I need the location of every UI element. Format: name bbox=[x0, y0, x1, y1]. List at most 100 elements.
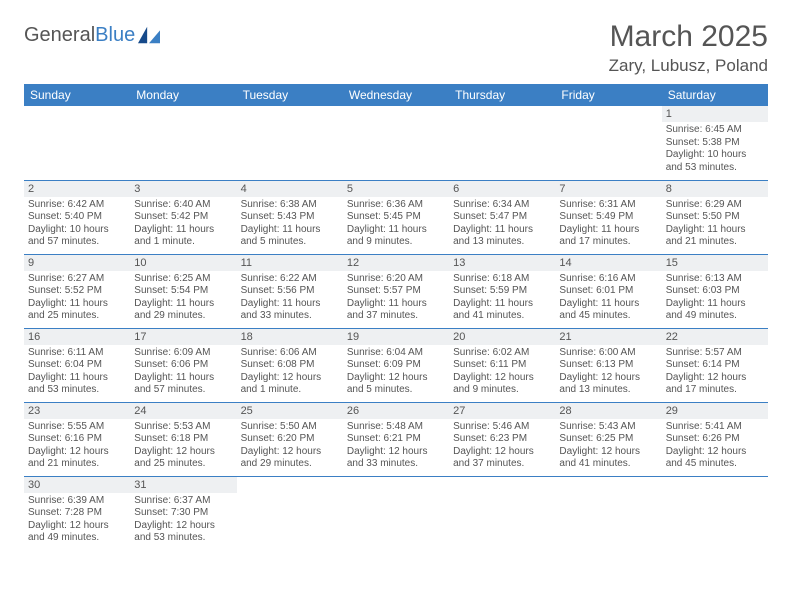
day-details: Sunrise: 6:40 AMSunset: 5:42 PMDaylight:… bbox=[130, 197, 236, 253]
day-number: 17 bbox=[130, 329, 236, 345]
day-details: Sunrise: 6:38 AMSunset: 5:43 PMDaylight:… bbox=[237, 197, 343, 253]
calendar-table: SundayMondayTuesdayWednesdayThursdayFrid… bbox=[24, 84, 768, 550]
calendar-cell bbox=[343, 106, 449, 180]
calendar-cell: 13Sunrise: 6:18 AMSunset: 5:59 PMDayligh… bbox=[449, 254, 555, 328]
day-details: Sunrise: 6:22 AMSunset: 5:56 PMDaylight:… bbox=[237, 271, 343, 327]
day-number: 7 bbox=[555, 181, 661, 197]
calendar-cell: 28Sunrise: 5:43 AMSunset: 6:25 PMDayligh… bbox=[555, 402, 661, 476]
day-details: Sunrise: 5:55 AMSunset: 6:16 PMDaylight:… bbox=[24, 419, 130, 475]
calendar-week: 2Sunrise: 6:42 AMSunset: 5:40 PMDaylight… bbox=[24, 180, 768, 254]
day-details: Sunrise: 6:06 AMSunset: 6:08 PMDaylight:… bbox=[237, 345, 343, 401]
day-number bbox=[24, 106, 130, 122]
day-number: 12 bbox=[343, 255, 449, 271]
day-details: Sunrise: 6:31 AMSunset: 5:49 PMDaylight:… bbox=[555, 197, 661, 253]
day-details: Sunrise: 6:42 AMSunset: 5:40 PMDaylight:… bbox=[24, 197, 130, 253]
calendar-cell bbox=[130, 106, 236, 180]
calendar-cell: 7Sunrise: 6:31 AMSunset: 5:49 PMDaylight… bbox=[555, 180, 661, 254]
calendar-cell: 20Sunrise: 6:02 AMSunset: 6:11 PMDayligh… bbox=[449, 328, 555, 402]
day-number: 25 bbox=[237, 403, 343, 419]
calendar-cell bbox=[555, 106, 661, 180]
calendar-cell: 5Sunrise: 6:36 AMSunset: 5:45 PMDaylight… bbox=[343, 180, 449, 254]
calendar-cell: 14Sunrise: 6:16 AMSunset: 6:01 PMDayligh… bbox=[555, 254, 661, 328]
calendar-cell bbox=[662, 476, 768, 550]
location-label: Zary, Lubusz, Poland bbox=[609, 56, 768, 76]
day-number: 8 bbox=[662, 181, 768, 197]
day-number: 28 bbox=[555, 403, 661, 419]
calendar-cell: 8Sunrise: 6:29 AMSunset: 5:50 PMDaylight… bbox=[662, 180, 768, 254]
calendar-cell: 16Sunrise: 6:11 AMSunset: 6:04 PMDayligh… bbox=[24, 328, 130, 402]
day-number: 27 bbox=[449, 403, 555, 419]
day-details: Sunrise: 6:09 AMSunset: 6:06 PMDaylight:… bbox=[130, 345, 236, 401]
day-number: 22 bbox=[662, 329, 768, 345]
logo-sail-icon bbox=[138, 26, 160, 44]
calendar-cell: 19Sunrise: 6:04 AMSunset: 6:09 PMDayligh… bbox=[343, 328, 449, 402]
day-number: 14 bbox=[555, 255, 661, 271]
calendar-cell: 30Sunrise: 6:39 AMSunset: 7:28 PMDayligh… bbox=[24, 476, 130, 550]
logo-word2: Blue bbox=[95, 24, 135, 46]
day-number: 26 bbox=[343, 403, 449, 419]
calendar-cell: 22Sunrise: 5:57 AMSunset: 6:14 PMDayligh… bbox=[662, 328, 768, 402]
calendar-cell: 23Sunrise: 5:55 AMSunset: 6:16 PMDayligh… bbox=[24, 402, 130, 476]
page-header: GeneralBlue March 2025 Zary, Lubusz, Pol… bbox=[24, 20, 768, 76]
calendar-week: 30Sunrise: 6:39 AMSunset: 7:28 PMDayligh… bbox=[24, 476, 768, 550]
day-details: Sunrise: 6:29 AMSunset: 5:50 PMDaylight:… bbox=[662, 197, 768, 253]
calendar-cell: 4Sunrise: 6:38 AMSunset: 5:43 PMDaylight… bbox=[237, 180, 343, 254]
day-details: Sunrise: 5:43 AMSunset: 6:25 PMDaylight:… bbox=[555, 419, 661, 475]
calendar-cell: 18Sunrise: 6:06 AMSunset: 6:08 PMDayligh… bbox=[237, 328, 343, 402]
day-number: 9 bbox=[24, 255, 130, 271]
day-number: 5 bbox=[343, 181, 449, 197]
day-header: Friday bbox=[555, 84, 661, 106]
day-details: Sunrise: 6:11 AMSunset: 6:04 PMDaylight:… bbox=[24, 345, 130, 401]
calendar-cell: 10Sunrise: 6:25 AMSunset: 5:54 PMDayligh… bbox=[130, 254, 236, 328]
calendar-cell: 9Sunrise: 6:27 AMSunset: 5:52 PMDaylight… bbox=[24, 254, 130, 328]
title-block: March 2025 Zary, Lubusz, Poland bbox=[609, 20, 768, 76]
day-number: 24 bbox=[130, 403, 236, 419]
day-details: Sunrise: 6:45 AMSunset: 5:38 PMDaylight:… bbox=[662, 122, 768, 178]
day-number: 13 bbox=[449, 255, 555, 271]
calendar-header-row: SundayMondayTuesdayWednesdayThursdayFrid… bbox=[24, 84, 768, 106]
day-number: 1 bbox=[662, 106, 768, 122]
day-header: Wednesday bbox=[343, 84, 449, 106]
day-details: Sunrise: 6:27 AMSunset: 5:52 PMDaylight:… bbox=[24, 271, 130, 327]
day-header: Saturday bbox=[662, 84, 768, 106]
logo-text: GeneralBlue bbox=[24, 24, 135, 47]
calendar-cell: 12Sunrise: 6:20 AMSunset: 5:57 PMDayligh… bbox=[343, 254, 449, 328]
calendar-cell bbox=[449, 106, 555, 180]
calendar-week: 9Sunrise: 6:27 AMSunset: 5:52 PMDaylight… bbox=[24, 254, 768, 328]
day-number: 31 bbox=[130, 477, 236, 493]
day-details: Sunrise: 5:46 AMSunset: 6:23 PMDaylight:… bbox=[449, 419, 555, 475]
calendar-cell: 25Sunrise: 5:50 AMSunset: 6:20 PMDayligh… bbox=[237, 402, 343, 476]
calendar-cell bbox=[343, 476, 449, 550]
day-number: 30 bbox=[24, 477, 130, 493]
day-number: 2 bbox=[24, 181, 130, 197]
calendar-cell: 2Sunrise: 6:42 AMSunset: 5:40 PMDaylight… bbox=[24, 180, 130, 254]
day-number: 6 bbox=[449, 181, 555, 197]
calendar-cell: 31Sunrise: 6:37 AMSunset: 7:30 PMDayligh… bbox=[130, 476, 236, 550]
day-details: Sunrise: 5:53 AMSunset: 6:18 PMDaylight:… bbox=[130, 419, 236, 475]
day-header: Monday bbox=[130, 84, 236, 106]
day-number: 4 bbox=[237, 181, 343, 197]
day-number: 29 bbox=[662, 403, 768, 419]
calendar-cell bbox=[555, 476, 661, 550]
day-number bbox=[449, 477, 555, 493]
day-details: Sunrise: 6:20 AMSunset: 5:57 PMDaylight:… bbox=[343, 271, 449, 327]
calendar-cell: 27Sunrise: 5:46 AMSunset: 6:23 PMDayligh… bbox=[449, 402, 555, 476]
day-number bbox=[449, 106, 555, 122]
day-header: Sunday bbox=[24, 84, 130, 106]
day-details: Sunrise: 5:48 AMSunset: 6:21 PMDaylight:… bbox=[343, 419, 449, 475]
calendar-week: 1Sunrise: 6:45 AMSunset: 5:38 PMDaylight… bbox=[24, 106, 768, 180]
logo: GeneralBlue bbox=[24, 24, 160, 47]
month-title: March 2025 bbox=[609, 20, 768, 54]
calendar-cell: 29Sunrise: 5:41 AMSunset: 6:26 PMDayligh… bbox=[662, 402, 768, 476]
day-header: Thursday bbox=[449, 84, 555, 106]
day-details: Sunrise: 5:41 AMSunset: 6:26 PMDaylight:… bbox=[662, 419, 768, 475]
calendar-cell: 3Sunrise: 6:40 AMSunset: 5:42 PMDaylight… bbox=[130, 180, 236, 254]
calendar-cell: 26Sunrise: 5:48 AMSunset: 6:21 PMDayligh… bbox=[343, 402, 449, 476]
day-number bbox=[555, 106, 661, 122]
day-details: Sunrise: 6:00 AMSunset: 6:13 PMDaylight:… bbox=[555, 345, 661, 401]
day-number bbox=[343, 477, 449, 493]
day-number bbox=[237, 106, 343, 122]
day-details: Sunrise: 6:04 AMSunset: 6:09 PMDaylight:… bbox=[343, 345, 449, 401]
calendar-body: 1Sunrise: 6:45 AMSunset: 5:38 PMDaylight… bbox=[24, 106, 768, 550]
day-details: Sunrise: 6:13 AMSunset: 6:03 PMDaylight:… bbox=[662, 271, 768, 327]
